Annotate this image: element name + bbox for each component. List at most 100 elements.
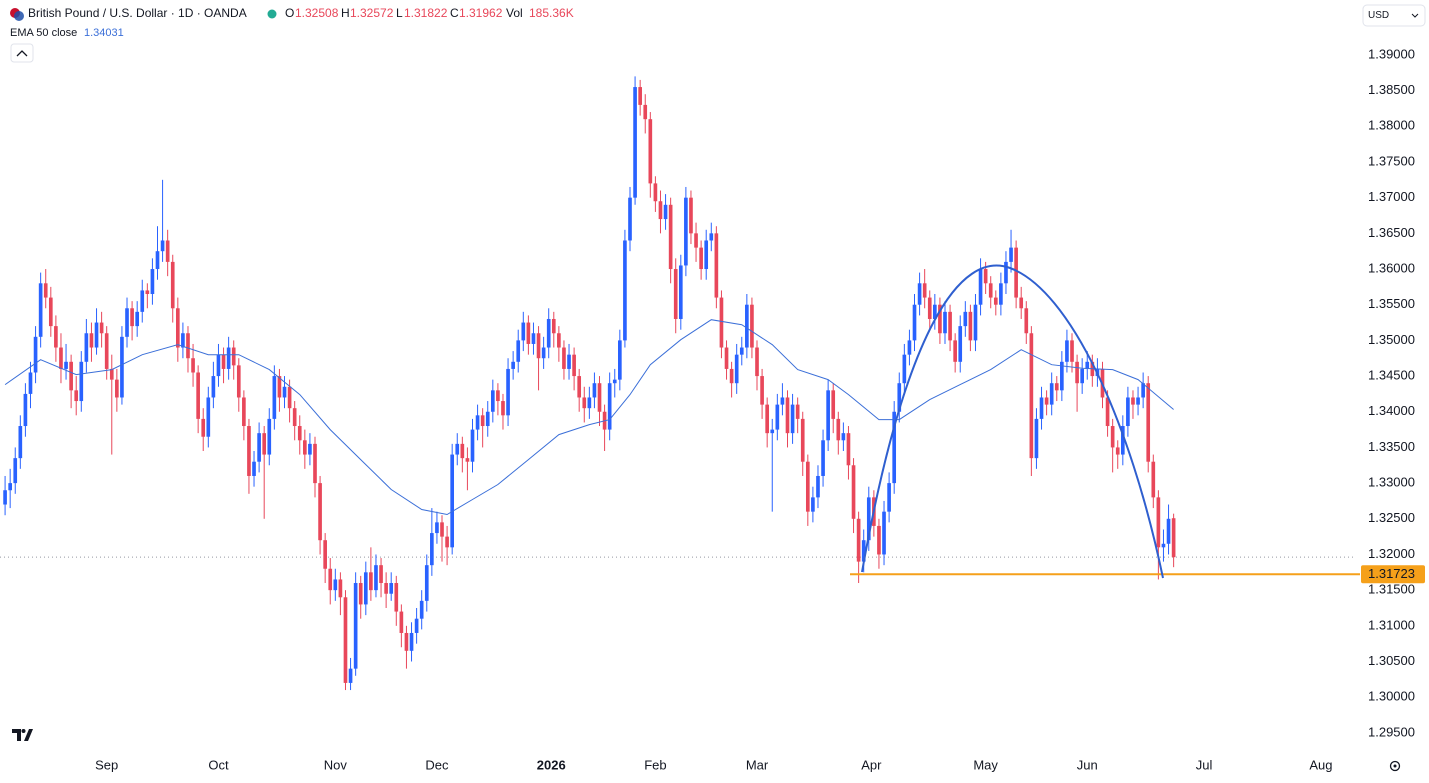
candle-body [99, 322, 104, 334]
candle-body [846, 433, 851, 466]
legend-value: 1.32508 [295, 6, 339, 20]
candle-body [790, 404, 795, 434]
y-tick-label: 1.37500 [1368, 153, 1415, 168]
candle-body [592, 383, 597, 398]
candle-body [775, 404, 780, 430]
candle-body [628, 197, 632, 241]
candle-body [115, 379, 119, 398]
candle-body [719, 297, 724, 348]
candle-body [739, 347, 744, 355]
candle-body [490, 390, 495, 412]
candle-body [135, 311, 140, 327]
candle-body [475, 415, 480, 430]
candle-body [414, 618, 419, 633]
candle-body [465, 458, 470, 462]
x-tick-label: Oct [208, 757, 229, 772]
candle-body [389, 583, 394, 594]
y-tick-label: 1.35000 [1368, 332, 1415, 347]
currency-label: USD [1368, 10, 1389, 21]
candle-body [353, 583, 358, 669]
candle-body [866, 497, 871, 541]
collapse-button[interactable] [10, 43, 34, 63]
candle-body [572, 354, 576, 377]
candle-body [521, 322, 526, 341]
candle-body [668, 204, 673, 270]
candle-body [404, 632, 409, 651]
plot-area [0, 76, 1360, 691]
candle-body [948, 311, 952, 341]
candle-body [501, 401, 505, 416]
candle-body [694, 233, 698, 248]
candle-body [1049, 383, 1054, 405]
candle-body [211, 376, 216, 398]
candle-body [546, 318, 551, 348]
candle-body [257, 433, 261, 462]
candle-body [424, 565, 429, 601]
y-tick-label: 1.39000 [1368, 46, 1415, 61]
candle-body [1009, 247, 1013, 262]
price-tag-label: 1.31723 [1368, 566, 1415, 581]
candle-body [750, 304, 754, 348]
candle-body [64, 361, 68, 369]
candle-body [1166, 518, 1171, 544]
candle-body [1080, 368, 1084, 384]
candle-body [836, 418, 841, 441]
candle-body [826, 390, 830, 441]
candle-body [831, 390, 836, 419]
candle-body [968, 311, 973, 341]
candle-body [1029, 333, 1034, 459]
y-tick-label: 1.31500 [1368, 582, 1415, 597]
candle-body [216, 354, 221, 377]
legend-value: 1.31962 [459, 6, 503, 20]
y-tick-label: 1.36500 [1368, 225, 1415, 240]
candle-body [8, 483, 12, 491]
x-tick-label: Apr [861, 757, 882, 772]
candle-body [48, 297, 53, 327]
candle-body [597, 383, 602, 412]
symbol-icon [10, 8, 24, 21]
y-tick-label: 1.31000 [1368, 617, 1415, 632]
candle-body [582, 397, 587, 409]
candle-body [618, 340, 622, 380]
candle-body [1039, 397, 1044, 419]
header: British Pound / U.S. Dollar · 1D · OANDA… [10, 4, 1426, 63]
y-tick-label: 1.34500 [1368, 368, 1415, 383]
candle-body [170, 261, 175, 309]
legend-label: C [450, 6, 459, 20]
candle-body [785, 397, 790, 434]
candle-body [1065, 340, 1069, 362]
candle-body [607, 383, 612, 430]
candle-body [933, 304, 937, 319]
candle-body [917, 283, 922, 305]
candle-body [755, 347, 759, 377]
candle-body [440, 522, 444, 537]
candle-body [506, 368, 510, 416]
candle-body [28, 372, 33, 394]
candle-body [394, 583, 399, 612]
y-tick-label: 1.38000 [1368, 118, 1415, 133]
candle-body [206, 397, 211, 437]
candle-body [689, 197, 693, 234]
settings-button[interactable] [1389, 760, 1401, 772]
candle-body [445, 536, 449, 548]
candle-body [1131, 397, 1135, 405]
y-tick-label: 1.32500 [1368, 510, 1415, 525]
candle-body [551, 318, 556, 334]
candle-body [94, 322, 99, 348]
candle-body [181, 333, 185, 348]
candle-body [623, 240, 627, 341]
y-tick-label: 1.33500 [1368, 439, 1415, 454]
x-tick-label: 2026 [537, 757, 566, 772]
currency-button[interactable]: USD [1362, 4, 1426, 27]
legend-value: 1.32572 [350, 6, 394, 20]
candle-body [882, 511, 886, 555]
candle-body [780, 397, 785, 405]
legend-label: Vol [506, 6, 523, 20]
candle-body [175, 308, 180, 348]
candle-body [638, 87, 642, 105]
candle-body [902, 354, 907, 384]
candle-body [358, 583, 363, 605]
y-tick-label: 1.37000 [1368, 189, 1415, 204]
candle-body [3, 490, 7, 505]
